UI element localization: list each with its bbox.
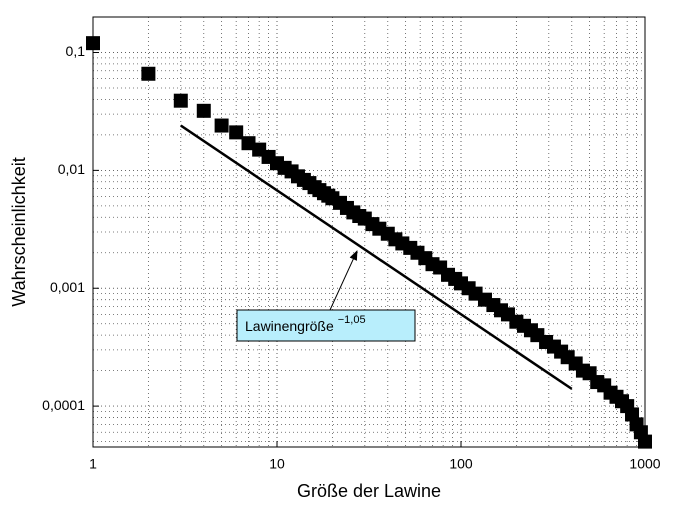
marker	[214, 118, 229, 133]
plot-frame	[92, 16, 646, 448]
marker	[229, 125, 244, 140]
fit-line	[180, 124, 573, 390]
marker	[241, 136, 256, 151]
marker	[638, 434, 652, 449]
y-axis-label: Wahrscheinlichkeit	[9, 157, 29, 306]
x-tick-label: 100	[449, 456, 473, 472]
y-tick-label: 0,1	[66, 43, 86, 59]
marker	[86, 36, 100, 51]
annotation-main: Lawinengröße	[245, 318, 334, 334]
annotation-exponent: −1,05	[338, 314, 366, 326]
x-tick-label: 1000	[629, 456, 660, 472]
marker	[173, 93, 188, 108]
y-tick-label: 0,01	[58, 161, 85, 177]
x-tick-label: 10	[269, 456, 285, 472]
marker	[196, 103, 211, 118]
annotation-box	[236, 309, 416, 342]
marker	[141, 66, 156, 81]
y-tick-label: 0,0001	[42, 397, 85, 413]
x-tick-label: 1	[89, 456, 97, 472]
annotation-arrow	[329, 250, 358, 311]
x-axis-label: Größe der Lawine	[297, 481, 441, 501]
y-tick-label: 0,001	[50, 279, 85, 295]
annotation-text: Lawinengröße −1,05	[245, 314, 366, 334]
